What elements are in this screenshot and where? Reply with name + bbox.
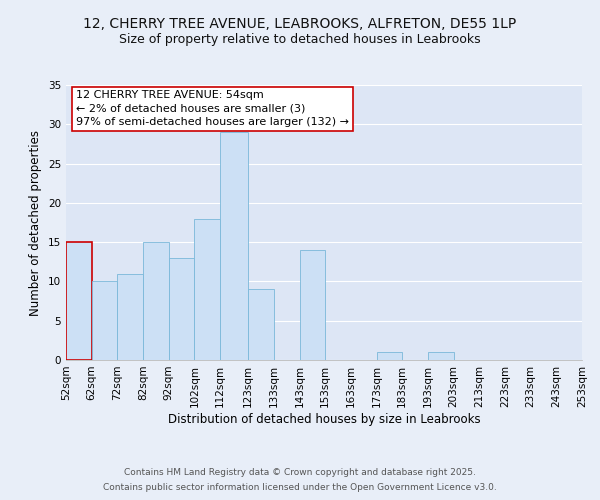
Bar <box>377 352 402 360</box>
Bar <box>143 242 169 360</box>
Bar <box>220 132 248 360</box>
Text: 12, CHERRY TREE AVENUE, LEABROOKS, ALFRETON, DE55 1LP: 12, CHERRY TREE AVENUE, LEABROOKS, ALFRE… <box>83 18 517 32</box>
Bar <box>299 250 325 360</box>
Bar <box>194 218 220 360</box>
Bar <box>169 258 194 360</box>
Text: Contains public sector information licensed under the Open Government Licence v3: Contains public sector information licen… <box>103 483 497 492</box>
Bar <box>92 282 118 360</box>
Bar <box>66 242 92 360</box>
Text: Contains HM Land Registry data © Crown copyright and database right 2025.: Contains HM Land Registry data © Crown c… <box>124 468 476 477</box>
X-axis label: Distribution of detached houses by size in Leabrooks: Distribution of detached houses by size … <box>167 412 481 426</box>
Text: 12 CHERRY TREE AVENUE: 54sqm
← 2% of detached houses are smaller (3)
97% of semi: 12 CHERRY TREE AVENUE: 54sqm ← 2% of det… <box>76 90 349 127</box>
Y-axis label: Number of detached properties: Number of detached properties <box>29 130 43 316</box>
Bar <box>428 352 454 360</box>
Bar <box>248 290 274 360</box>
Text: Size of property relative to detached houses in Leabrooks: Size of property relative to detached ho… <box>119 32 481 46</box>
Bar <box>118 274 143 360</box>
